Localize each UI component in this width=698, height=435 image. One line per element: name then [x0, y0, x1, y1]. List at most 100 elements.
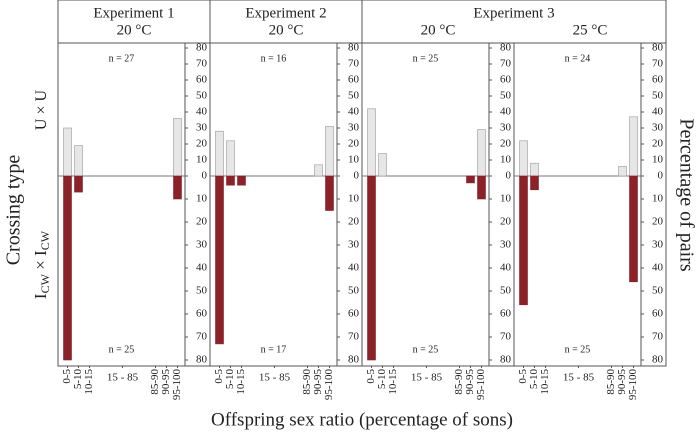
panel-subtitle: 20 °C [421, 22, 456, 38]
y-tick-label: 80 [652, 354, 664, 366]
y-tick-label: 50 [196, 285, 208, 297]
y-tick-label: 50 [500, 90, 512, 102]
panel-subtitle: 25 °C [573, 22, 608, 38]
panel-subtitle: 20 °C [269, 22, 304, 38]
panel-frame [361, 42, 515, 367]
row-label: U × U [33, 89, 50, 130]
sample-size: n = 25 [109, 344, 135, 355]
row-label-text: × [31, 256, 50, 274]
x-tick-label: 90-95 [616, 369, 628, 395]
x-tick-label: 0-5 [213, 369, 225, 384]
y-tick-label: 60 [652, 74, 664, 86]
y-tick-label: 60 [500, 74, 512, 86]
x-tick-label: 95-100 [627, 369, 639, 401]
y-tick-label: 70 [348, 331, 360, 343]
x-tick-label: 95-100 [475, 369, 487, 401]
x-tick-label: 90-95 [312, 369, 324, 395]
y-tick-label: 20 [652, 138, 664, 150]
sample-size: n = 16 [261, 53, 287, 64]
y-tick-label: 10 [500, 154, 512, 166]
sample-size: n = 25 [413, 344, 439, 355]
y-tick-label: 30 [652, 239, 664, 251]
y-tick-label: 50 [652, 285, 664, 297]
row-label-sub: CW [38, 273, 52, 293]
bar [325, 126, 334, 177]
y-tick-label: 60 [196, 308, 208, 320]
y-tick-label: 30 [500, 122, 512, 134]
y-tick-label: 50 [348, 285, 360, 297]
bar [63, 175, 72, 361]
y-tick-label: 80 [348, 42, 360, 54]
sample-size: n = 27 [109, 53, 135, 64]
y-tick-label: 0 [506, 170, 512, 182]
y-tick-label: 50 [348, 90, 360, 102]
x-tick-label: 0-5 [517, 369, 529, 384]
y-tick-label: 40 [348, 106, 360, 118]
y-tick-label: 10 [652, 193, 664, 205]
y-tick-label: 60 [348, 308, 360, 320]
y-tick-label: 10 [196, 154, 208, 166]
bar [618, 166, 627, 177]
y-tick-label: 0 [658, 170, 664, 182]
bar [477, 129, 486, 177]
y-tick-label: 30 [196, 239, 208, 251]
y-tick-label: 50 [196, 90, 208, 102]
bar [378, 153, 387, 177]
y-tick-label: 30 [500, 239, 512, 251]
bar [74, 175, 83, 193]
bar [215, 175, 224, 345]
y-tick-label: 70 [196, 58, 208, 70]
y-tick-label: 10 [348, 193, 360, 205]
bar [226, 140, 235, 177]
sample-size: n = 24 [565, 53, 591, 64]
x-axis-label: Offspring sex ratio (percentage of sons) [211, 409, 513, 430]
bar [325, 175, 334, 211]
bar [466, 175, 475, 184]
x-tick-label: 15 - 85 [259, 372, 291, 384]
y-tick-label: 80 [500, 354, 512, 366]
y-tick-label: 10 [500, 193, 512, 205]
y-tick-label: 0 [354, 170, 360, 182]
bar [367, 175, 376, 361]
bar [173, 118, 182, 177]
bar [519, 140, 528, 177]
y-tick-label: 40 [500, 262, 512, 274]
bar [477, 175, 486, 200]
bar [519, 175, 528, 306]
x-tick-label: 90-95 [464, 369, 476, 395]
y-tick-label: 20 [348, 216, 360, 228]
row-label-text: I [31, 250, 50, 256]
sample-size: n = 25 [565, 344, 591, 355]
x-tick-label: 85-90 [605, 369, 617, 395]
y-tick-label: 40 [652, 262, 664, 274]
y-tick-label: 20 [652, 216, 664, 228]
x-tick-label: 0-5 [61, 369, 73, 384]
x-tick-label: 85-90 [453, 369, 465, 395]
y-tick-label: 80 [196, 354, 208, 366]
sample-size: n = 25 [413, 53, 439, 64]
x-tick-label: 10-15 [387, 369, 399, 395]
x-tick-label: 5-10 [376, 369, 388, 390]
y-tick-label: 70 [500, 331, 512, 343]
x-tick-label: 85-90 [301, 369, 313, 395]
y-tick-label: 10 [652, 154, 664, 166]
x-tick-label: 0-5 [365, 369, 377, 384]
header-box [209, 0, 363, 44]
x-tick-label: 95-100 [323, 369, 335, 401]
y-tick-label: 40 [348, 262, 360, 274]
y-tick-label: 40 [652, 106, 664, 118]
bar [63, 127, 72, 177]
bar [74, 145, 83, 177]
bar [237, 175, 246, 186]
y-axis-label: Crossing type [3, 155, 25, 266]
y-tick-label: 30 [196, 122, 208, 134]
x-tick-label: 15 - 85 [563, 372, 595, 384]
y2-axis-label: Percentage of pairs [675, 118, 697, 271]
y-tick-label: 70 [500, 58, 512, 70]
y-tick-label: 20 [348, 138, 360, 150]
x-tick-label: 10-15 [235, 369, 247, 395]
bar [629, 116, 638, 177]
x-tick-label: 5-10 [528, 369, 540, 390]
x-tick-label: 10-15 [539, 369, 551, 395]
y-tick-label: 60 [500, 308, 512, 320]
